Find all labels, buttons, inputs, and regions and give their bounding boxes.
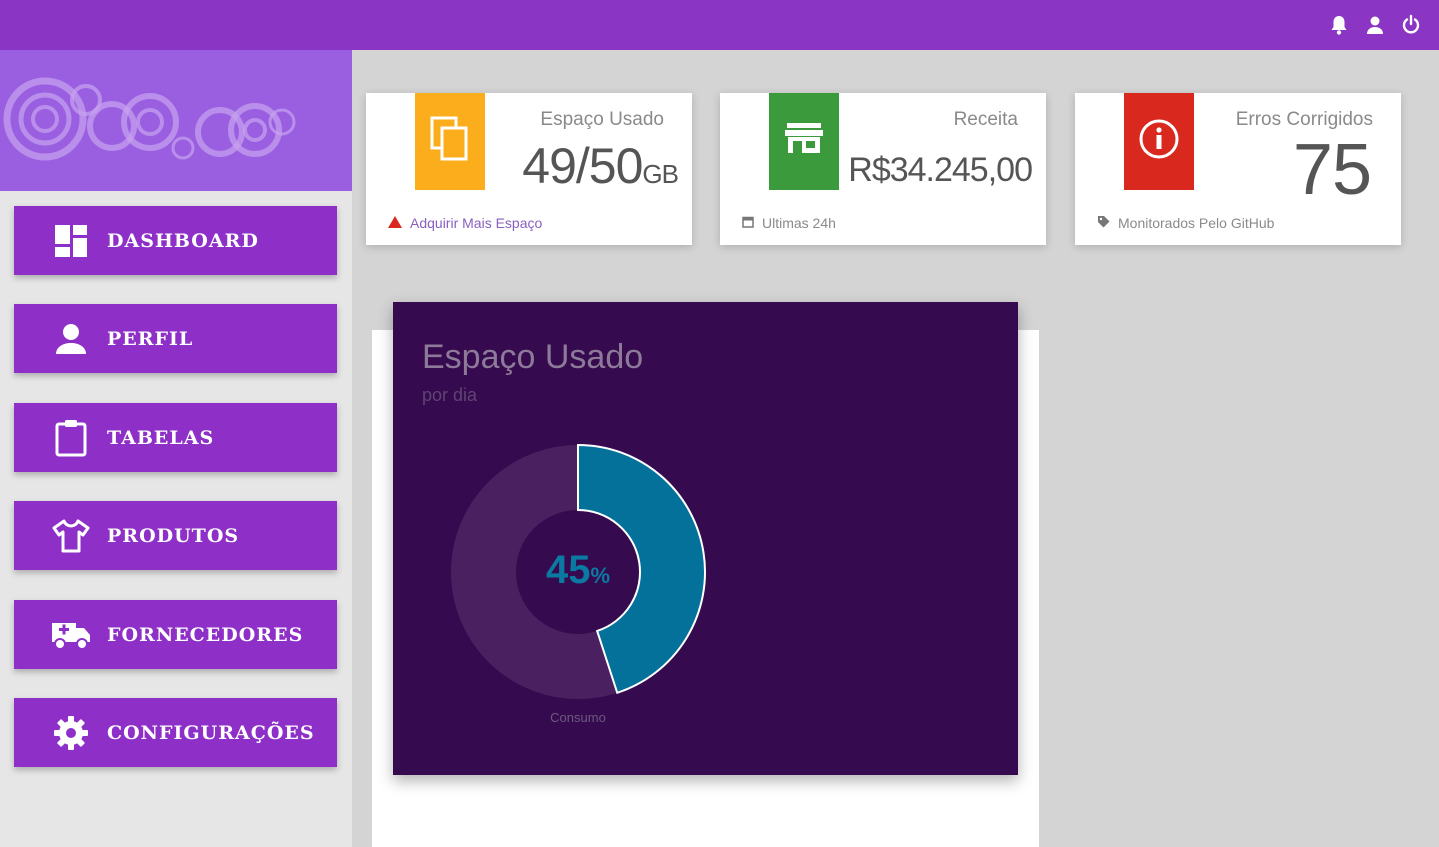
chart-category-label: Consumo <box>550 710 606 725</box>
stat-value: 49/50GB <box>522 138 679 194</box>
sidebar-item-perfil[interactable]: PERFIL <box>14 304 337 373</box>
clipboard-icon <box>51 418 91 458</box>
bell-icon[interactable] <box>1329 14 1349 36</box>
stat-card-receita: Receita R$34.245,00 Ultimas 24h <box>720 93 1046 245</box>
top-bar <box>0 0 1439 50</box>
sidebar-item-label: FORNECEDORES <box>107 623 304 646</box>
sidebar-item-label: CONFIGURAÇÕES <box>107 721 315 744</box>
store-icon <box>784 121 824 162</box>
sidebar-item-produtos[interactable]: PRODUTOS <box>14 501 337 570</box>
shirt-icon <box>51 516 91 556</box>
stat-card-erros: Erros Corrigidos 75 Monitorados Pelo Git… <box>1075 93 1401 245</box>
stat-card-espaco: Espaço Usado 49/50GB Adquirir Mais Espaç… <box>366 93 692 245</box>
chart-subtitle: por dia <box>422 385 478 405</box>
chart-center-value: 45% <box>545 548 611 592</box>
stat-title: Espaço Usado <box>540 109 664 130</box>
top-bar-icons <box>1329 14 1421 36</box>
warning-icon <box>388 215 402 231</box>
sidebar-item-label: PERFIL <box>107 327 194 350</box>
stat-title: Receita <box>953 109 1018 130</box>
sidebar-item-label: TABELAS <box>107 426 215 449</box>
sidebar-item-tabelas[interactable]: TABELAS <box>14 403 337 472</box>
info-icon <box>1138 118 1180 165</box>
sidebar-item-fornecedores[interactable]: FORNECEDORES <box>14 600 337 669</box>
calendar-icon <box>742 215 754 231</box>
sidebar: DASHBOARD PERFIL TABELAS PRODUTOS FORNEC… <box>0 50 352 847</box>
stat-tile <box>1124 93 1194 190</box>
stat-title: Erros Corrigidos <box>1235 109 1373 130</box>
sidebar-item-label: DASHBOARD <box>107 229 259 252</box>
copy-icon <box>430 116 470 167</box>
stat-tile <box>415 93 485 190</box>
person-icon <box>51 319 91 359</box>
stat-footer: Ultimas 24h <box>742 215 836 231</box>
logo <box>0 50 352 191</box>
donut-consumo-slice <box>577 443 706 695</box>
stat-footer: Monitorados Pelo GitHub <box>1097 215 1274 231</box>
user-icon[interactable] <box>1365 14 1385 36</box>
power-icon[interactable] <box>1401 14 1421 36</box>
sidebar-item-configuracoes[interactable]: CONFIGURAÇÕES <box>14 698 337 767</box>
donut-chart <box>451 443 706 699</box>
stat-tile <box>769 93 839 190</box>
logo-graphic <box>3 77 296 161</box>
buy-more-space-link[interactable]: Adquirir Mais Espaço <box>410 215 543 231</box>
chart-card: Espaço Usado por dia 45% Consumo <box>393 302 1018 775</box>
stat-value: R$34.245,00 <box>848 151 1033 189</box>
chart-title: Espaço Usado <box>422 338 644 376</box>
stat-value: 75 <box>1292 130 1372 210</box>
tag-icon <box>1097 215 1110 231</box>
gear-icon <box>51 713 91 753</box>
truck-icon <box>51 615 91 655</box>
dashboard-icon <box>51 221 91 261</box>
stat-footer: Adquirir Mais Espaço <box>388 215 542 231</box>
sidebar-item-dashboard[interactable]: DASHBOARD <box>14 206 337 275</box>
sidebar-item-label: PRODUTOS <box>107 524 240 547</box>
